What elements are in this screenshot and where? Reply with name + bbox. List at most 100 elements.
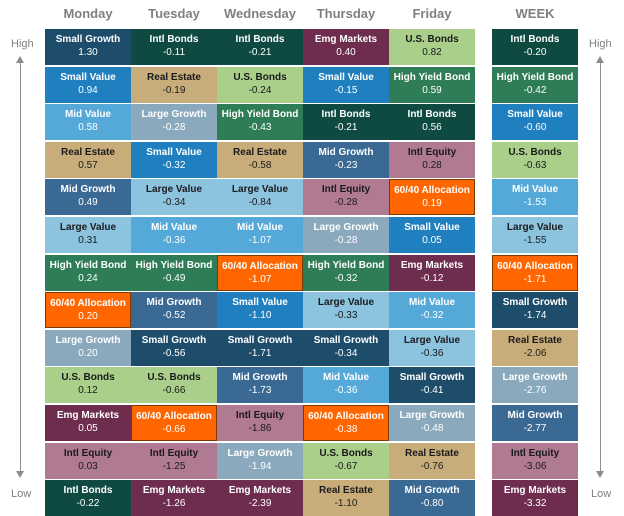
cell-asset-label: High Yield Bond: [135, 260, 213, 271]
cell-return-value: -0.36: [420, 348, 444, 359]
cell-asset-label: Mid Growth: [146, 297, 202, 308]
quilt-cell: High Yield Bond -0.43: [217, 104, 303, 140]
quilt-cell: 60/40 Allocation -1.71: [492, 255, 578, 291]
quilt-cell: Intl Equity -0.28: [303, 179, 389, 215]
cell-return-value: -0.23: [334, 160, 358, 171]
cell-asset-label: Mid Growth: [232, 372, 288, 383]
quilt-cell: High Yield Bond 0.24: [45, 255, 131, 291]
cell-asset-label: Mid Value: [408, 297, 456, 308]
quilt-cell: Small Growth -0.41: [389, 367, 475, 403]
column-header: Thursday: [316, 6, 376, 21]
cell-asset-label: Emg Markets: [228, 485, 292, 496]
quilt-cell: 60/40 Allocation 0.20: [45, 292, 131, 328]
cell-asset-label: 60/40 Allocation: [394, 185, 470, 196]
cell-return-value: 0.49: [78, 197, 98, 208]
cell-return-value: -0.34: [162, 197, 186, 208]
cell-asset-label: Intl Bonds: [63, 485, 113, 496]
quilt-cell: Large Value -0.36: [389, 330, 475, 366]
cell-asset-label: High Yield Bond: [49, 260, 127, 271]
cell-return-value: -0.66: [162, 385, 186, 396]
cell-asset-label: Small Value: [146, 147, 202, 158]
column-header: Tuesday: [148, 6, 200, 21]
cell-return-value: 0.56: [422, 122, 442, 133]
quilt-cell: Intl Bonds -0.20: [492, 29, 578, 65]
cell-return-value: -0.21: [334, 122, 358, 133]
cell-asset-label: U.S. Bonds: [405, 34, 459, 45]
cell-return-value: 0.40: [336, 47, 356, 58]
cell-return-value: -0.32: [334, 273, 358, 284]
cell-asset-label: U.S. Bonds: [61, 372, 115, 383]
quilt-cell: Real Estate -0.19: [131, 67, 217, 103]
cell-return-value: -0.42: [523, 85, 547, 96]
cell-asset-label: U.S. Bonds: [319, 448, 373, 459]
cell-asset-label: Mid Value: [322, 372, 370, 383]
cell-asset-label: Small Growth: [399, 372, 465, 383]
cell-return-value: 0.12: [78, 385, 98, 396]
quilt-cell: Small Value -1.10: [217, 292, 303, 328]
cell-return-value: -0.67: [334, 461, 358, 472]
quilt-cell: 60/40 Allocation -0.38: [303, 405, 389, 441]
cell-return-value: -0.28: [334, 197, 358, 208]
cell-return-value: -2.39: [248, 498, 272, 509]
cell-asset-label: Large Growth: [313, 222, 379, 233]
quilt-cell: 60/40 Allocation 0.19: [389, 179, 475, 215]
quilt-cell: Large Value -0.33: [303, 292, 389, 328]
quilt-cell: Emg Markets 0.40: [303, 29, 389, 65]
cell-asset-label: Mid Value: [511, 184, 559, 195]
cell-asset-label: Large Value: [145, 184, 203, 195]
cell-asset-label: Large Growth: [227, 448, 293, 459]
column-header: Wednesday: [223, 6, 296, 21]
quilt-cell: Mid Growth -2.77: [492, 405, 578, 441]
cell-return-value: -1.25: [162, 461, 186, 472]
cell-return-value: 0.20: [78, 348, 98, 359]
cell-asset-label: High Yield Bond: [393, 72, 471, 83]
cell-asset-label: Intl Equity: [510, 448, 560, 459]
cell-return-value: -0.60: [523, 122, 547, 133]
cell-return-value: -1.73: [248, 385, 272, 396]
cell-return-value: -2.76: [523, 385, 547, 396]
rank-arrow-right-line: [600, 62, 601, 472]
cell-asset-label: Real Estate: [233, 147, 287, 158]
quilt-cell: Intl Equity -1.86: [217, 405, 303, 441]
cell-return-value: -3.06: [523, 461, 547, 472]
cell-return-value: 0.03: [78, 461, 98, 472]
quilt-cell: High Yield Bond 0.59: [389, 67, 475, 103]
cell-asset-label: Small Growth: [141, 335, 207, 346]
cell-asset-label: Real Estate: [61, 147, 115, 158]
cell-asset-label: Large Value: [506, 222, 564, 233]
cell-asset-label: Intl Bonds: [321, 109, 371, 120]
cell-asset-label: Large Growth: [399, 410, 465, 421]
cell-return-value: -0.58: [248, 160, 272, 171]
quilt-cell: Small Value 0.94: [45, 67, 131, 103]
quilt-cell: Small Growth -1.71: [217, 330, 303, 366]
cell-return-value: -0.15: [334, 85, 358, 96]
cell-asset-label: Emg Markets: [314, 34, 378, 45]
cell-asset-label: Small Value: [404, 222, 460, 233]
quilt-cell: Large Growth -0.28: [131, 104, 217, 140]
cell-return-value: -2.06: [523, 348, 547, 359]
quilt-cell: Emg Markets -2.39: [217, 480, 303, 516]
quilt-cell: 60/40 Allocation -1.07: [217, 255, 303, 291]
rank-arrow-left-down-icon: [16, 471, 24, 478]
quilt-cell: Emg Markets -0.12: [389, 255, 475, 291]
cell-return-value: -0.80: [420, 498, 444, 509]
cell-asset-label: Large Growth: [55, 335, 121, 346]
cell-asset-label: Real Estate: [147, 72, 201, 83]
cell-return-value: -2.77: [523, 423, 547, 434]
rank-arrow-left-up-icon: [16, 56, 24, 63]
quilt-cell: Large Growth -0.28: [303, 217, 389, 253]
cell-return-value: -1.07: [248, 235, 272, 246]
quilt-cell: Intl Bonds -0.21: [217, 29, 303, 65]
cell-asset-label: Small Value: [232, 297, 288, 308]
cell-asset-label: Intl Equity: [321, 184, 371, 195]
quilt-cell: Real Estate -2.06: [492, 330, 578, 366]
quilt-cell: Real Estate -0.76: [389, 443, 475, 479]
cell-asset-label: Emg Markets: [400, 260, 464, 271]
quilt-cell: Intl Equity -3.06: [492, 443, 578, 479]
quilt-cell: Small Value -0.60: [492, 104, 578, 140]
cell-asset-label: High Yield Bond: [221, 109, 299, 120]
high-label-left: High: [11, 38, 34, 50]
quilt-cell: Intl Bonds -0.22: [45, 480, 131, 516]
quilt-cell: Small Value -0.15: [303, 67, 389, 103]
cell-asset-label: Intl Equity: [407, 147, 457, 158]
